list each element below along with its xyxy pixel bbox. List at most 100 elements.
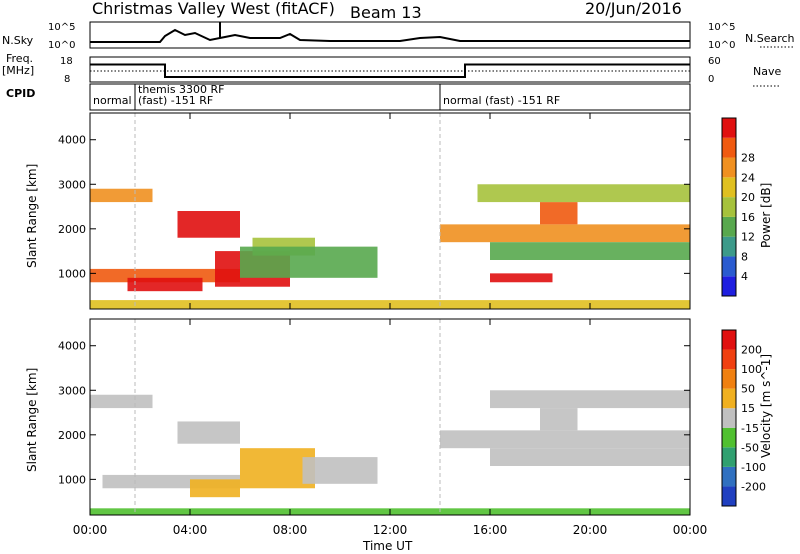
velocity-panel: 1000 2000 3000 4000 Slant Range [km] [25,318,691,516]
colorbar-swatch [722,388,736,409]
freq-panel: 18 8 60 0 [60,56,721,85]
nsky-label: N.Sky [2,34,34,47]
freq-label-1: Freq. [6,52,33,65]
y-tick-label: 3000 [58,178,86,191]
nsearch-label: N.Search [745,32,795,45]
colorbar-tick-label: -100 [741,461,766,474]
velocity-colorbar: 200 100 50 15 -15 -50 -100 -200 [721,329,766,507]
colorbar-tick-label: 4 [741,270,748,283]
colorbar-swatch [722,330,736,350]
x-axis: 00:00 04:00 08:00 12:00 16:00 20:00 00:00 [73,113,708,537]
cpid-segment-label: themis 3300 RF [138,83,225,96]
y-tick-label: 4000 [58,340,86,353]
cpid-row: normal themis 3300 RF(fast) -151 RF normal… [89,83,691,111]
velocity-region [302,457,378,484]
colorbar-tick-label: 8 [741,250,748,263]
colorbar-swatch [722,427,736,448]
x-tick-label: 12:00 [373,523,408,537]
colorbar-tick-label: -50 [741,441,759,454]
x-axis-label: Time UT [362,539,413,553]
power-region [477,184,690,203]
colorbar-swatch [722,177,736,198]
nave-axis-top: 60 [708,56,721,67]
velocity-region [540,408,578,431]
colorbar-swatch [722,197,736,217]
power-panel: 1000 2000 3000 4000 Slant Range [km] [25,112,691,310]
velocity-region [490,448,690,466]
velocity-ylabel: Slant Range [km] [25,368,39,472]
colorbar-tick-label: 50 [741,383,755,396]
y-tick-label: 1000 [58,267,86,280]
nave-axis-bottom: 0 [708,74,714,85]
colorbar-tick-label: 12 [741,231,755,244]
power-region [90,188,153,203]
power-colorbar: 4 8 12 16 20 24 28 [721,117,755,297]
colorbar-swatch [722,276,736,296]
y-tick-label: 2000 [58,429,86,442]
nsearch-axis-top: 10^5 [708,22,735,33]
colorbar-swatch [722,369,736,389]
colorbar-swatch [722,466,736,487]
power-region [240,246,378,278]
velocity-region [490,390,690,409]
colorbar-frame [721,329,737,507]
x-tick-label: 04:00 [173,523,208,537]
date-label: 20/Jun/2016 [585,0,682,18]
colorbar-swatch [722,216,736,237]
beam-label: Beam 13 [350,3,422,22]
x-tick-label: 20:00 [573,523,608,537]
colorbar-tick-label: 28 [741,152,755,165]
colorbar-tick-label: 20 [741,191,755,204]
velocity-region [440,430,690,449]
y-tick-label: 2000 [58,223,86,236]
colorbar-swatch [722,349,736,370]
colorbar-tick-label: -200 [741,480,766,493]
title: Christmas Valley West (fitACF) [92,0,335,18]
colorbar-tick-label: 15 [741,402,755,415]
cpid-segment-label-2: (fast) -151 RF [138,94,213,107]
colorbar-swatch [722,236,736,257]
colorbar-swatch [722,486,736,506]
y-tick-label: 4000 [58,134,86,147]
colorbar-tick-label: 16 [741,211,755,224]
x-tick-label: 00:00 [673,523,708,537]
nsky-trace [90,28,690,43]
colorbar-swatch [722,408,736,428]
colorbar-swatch [722,137,736,158]
x-tick-label: 08:00 [273,523,308,537]
power-region [127,277,203,292]
freq-axis-bottom: 8 [64,74,70,85]
nsearch-axis-bottom: 10^0 [708,40,735,51]
nsky-panel: 10^5 10^0 10^5 10^0 [48,21,735,51]
colorbar-frame [721,117,737,297]
colorbar-tick-label: 100 [741,363,762,376]
velocity-region [190,479,240,498]
colorbar-tick-label: 200 [741,344,762,357]
colorbar-swatch [722,447,736,467]
power-region [177,211,240,238]
power-region [490,273,553,283]
freq-label-2: [MHz] [2,64,34,77]
cpid-label: CPID [6,87,35,100]
power-ylabel: Slant Range [km] [25,164,39,268]
colorbar-tick-label: 24 [741,171,755,184]
colorbar-swatch [722,118,736,138]
freq-axis-top: 18 [60,56,73,67]
power-region [440,224,690,243]
x-tick-label: 16:00 [473,523,508,537]
x-tick-label: 00:00 [73,523,108,537]
power-colorbar-label: Power [dB] [759,183,773,248]
nsky-axis-top: 10^5 [48,22,75,33]
colorbar-swatch [722,256,736,277]
freq-trace [90,63,690,78]
colorbar-tick-label: -15 [741,422,759,435]
nave-label: Nave [753,65,781,78]
power-region [490,242,690,260]
nsky-axis-bottom: 10^0 [48,40,75,51]
cpid-segment-label: normal (fast) -151 RF [443,94,560,107]
power-region [540,202,578,225]
velocity-region [177,421,240,444]
y-tick-label: 1000 [58,473,86,486]
cpid-segment-label: normal [93,94,132,107]
